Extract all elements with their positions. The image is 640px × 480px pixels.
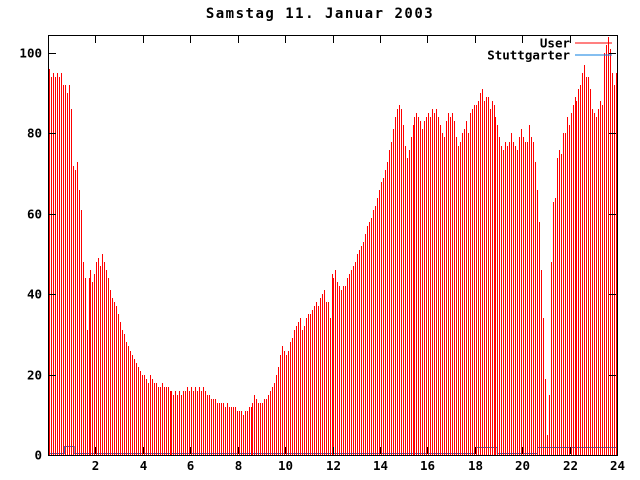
x-tick-label: 12 <box>326 458 341 473</box>
x-tick-label: 18 <box>468 458 483 473</box>
x-tick-label: 6 <box>187 458 195 473</box>
legend-stuttgarter-label: Stuttgarter <box>487 48 570 63</box>
plot-border <box>48 35 618 456</box>
x-tick-label: 20 <box>515 458 530 473</box>
y-tick-label: 80 <box>27 126 42 141</box>
user-impulse-bars <box>49 37 617 455</box>
x-tick-label: 10 <box>278 458 293 473</box>
axis-ticks <box>49 36 618 456</box>
y-tick-label: 40 <box>27 287 42 302</box>
x-tick-label: 22 <box>563 458 578 473</box>
x-tick-label: 2 <box>92 458 100 473</box>
x-tick-label: 24 <box>610 458 625 473</box>
y-tick-label: 20 <box>27 368 42 383</box>
y-tick-label: 100 <box>19 46 42 61</box>
x-tick-label: 16 <box>420 458 435 473</box>
x-tick-label: 8 <box>235 458 243 473</box>
chart-title: Samstag 11. Januar 2003 <box>205 6 435 22</box>
x-tick-label: 4 <box>140 458 148 473</box>
y-tick-label: 60 <box>27 207 42 222</box>
y-tick-label: 0 <box>34 448 42 463</box>
x-tick-label: 14 <box>373 458 388 473</box>
legend-user-label: User <box>540 36 571 51</box>
